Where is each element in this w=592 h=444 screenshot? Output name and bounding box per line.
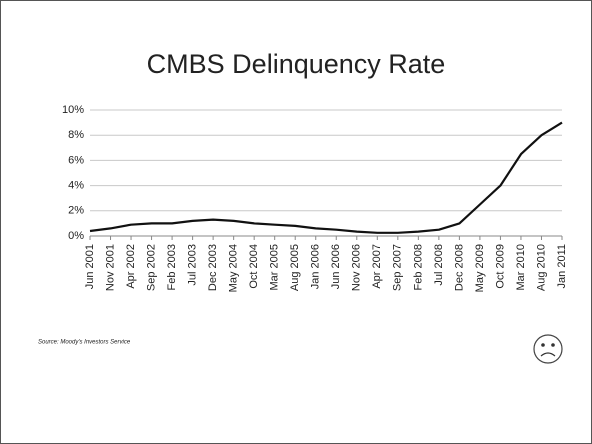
x-tick-label: Jul 2003 — [187, 244, 199, 286]
x-tick-label: Jan 2006 — [310, 244, 322, 289]
x-tick-label: Oct 2009 — [494, 244, 506, 289]
x-tick-label: Jan 2011 — [556, 244, 568, 288]
x-tick-label: Sep 2007 — [392, 244, 404, 291]
x-tick-label: Mar 2005 — [269, 244, 281, 290]
x-tick-label: Dec 2008 — [453, 244, 465, 291]
x-tick-label: Dec 2003 — [207, 244, 219, 291]
y-tick-label: 4% — [68, 180, 84, 192]
x-tick-label: May 2009 — [474, 244, 486, 292]
x-tick-label: Jul 2008 — [433, 244, 445, 286]
x-tick-label: Oct 2004 — [248, 244, 260, 289]
x-tick-label: Jun 2001 — [84, 244, 96, 289]
y-tick-label: 6% — [68, 154, 84, 166]
x-tick-label: Feb 2003 — [166, 244, 178, 290]
x-tick-label: Sep 2002 — [145, 244, 157, 291]
data-line — [89, 121, 563, 234]
x-tick-label: Jun 2006 — [330, 244, 342, 289]
y-tick-label: 10% — [62, 104, 84, 116]
chart-title: CMBS Delinquency Rate — [147, 49, 446, 79]
source-note: Source: Moody's Investors Service — [38, 340, 131, 346]
x-tick-label: Mar 2010 — [515, 244, 527, 290]
x-tick-label: Nov 2001 — [104, 244, 116, 291]
x-tick-label: Nov 2006 — [351, 244, 363, 291]
y-tick-label: 2% — [68, 205, 84, 217]
x-tick-label: Aug 2005 — [289, 244, 301, 291]
x-tick-label: Feb 2008 — [412, 244, 424, 290]
y-tick-label: 8% — [68, 129, 84, 141]
y-tick-label: 0% — [68, 230, 84, 242]
sad-face-icon — [533, 334, 563, 364]
x-tick-label: Apr 2007 — [371, 244, 383, 289]
x-tick-label: Aug 2010 — [535, 244, 547, 291]
x-tick-label: May 2004 — [228, 244, 240, 292]
x-tick-label: Apr 2002 — [125, 244, 137, 289]
